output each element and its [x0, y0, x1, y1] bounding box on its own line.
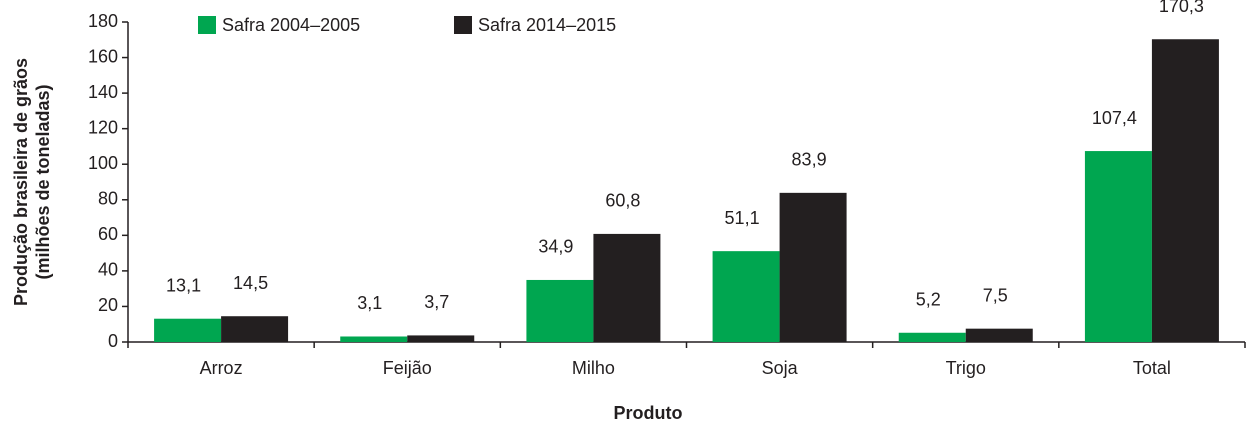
x-tick-label: Milho [572, 358, 615, 378]
y-axis-title: Produção brasileira de grãos (milhões de… [11, 58, 53, 306]
value-label: 13,1 [166, 275, 201, 295]
bar [340, 336, 408, 342]
y-tick-label: 100 [88, 153, 118, 173]
x-tick-label: Arroz [200, 358, 243, 378]
y-tick-label: 160 [88, 46, 118, 66]
value-label: 3,1 [357, 293, 382, 313]
bar [526, 279, 594, 342]
x-tick-label: Soja [762, 358, 799, 378]
value-label: 83,9 [792, 150, 827, 170]
bar [154, 318, 222, 342]
value-label: 170,3 [1159, 0, 1204, 16]
y-axis-title-line: (milhões de toneladas) [33, 84, 53, 279]
y-tick-label: 0 [108, 331, 118, 351]
y-axis-title-line: Produção brasileira de grãos [11, 58, 31, 306]
legend-label: Safra 2004–2005 [222, 15, 360, 35]
y-tick-label: 60 [98, 224, 118, 244]
value-label: 3,7 [424, 292, 449, 312]
y-tick-label: 120 [88, 117, 118, 137]
y-tick-label: 180 [88, 11, 118, 31]
legend-swatch [454, 16, 472, 34]
legend-swatch [198, 16, 216, 34]
bar [1084, 151, 1152, 342]
value-label: 5,2 [916, 290, 941, 310]
x-axis-title: Produto [614, 403, 683, 423]
x-tick-label: Trigo [946, 358, 986, 378]
value-label: 34,9 [538, 237, 573, 257]
x-tick-label: Total [1133, 358, 1171, 378]
bar [965, 328, 1033, 342]
legend-label: Safra 2014–2015 [478, 15, 616, 35]
bar [898, 332, 966, 342]
bar [221, 316, 289, 342]
value-label: 14,5 [233, 273, 268, 293]
value-label: 7,5 [983, 285, 1008, 305]
bar [1151, 39, 1219, 342]
value-label: 51,1 [725, 208, 760, 228]
bar [712, 251, 780, 342]
y-tick-label: 40 [98, 260, 118, 280]
value-label: 60,8 [605, 191, 640, 211]
value-label: 107,4 [1092, 108, 1137, 128]
bar [407, 335, 475, 342]
y-tick-label: 140 [88, 82, 118, 102]
x-tick-label: Feijão [383, 358, 432, 378]
y-tick-label: 80 [98, 189, 118, 209]
bar [779, 192, 847, 342]
y-tick-label: 20 [98, 295, 118, 315]
bar [593, 233, 661, 342]
